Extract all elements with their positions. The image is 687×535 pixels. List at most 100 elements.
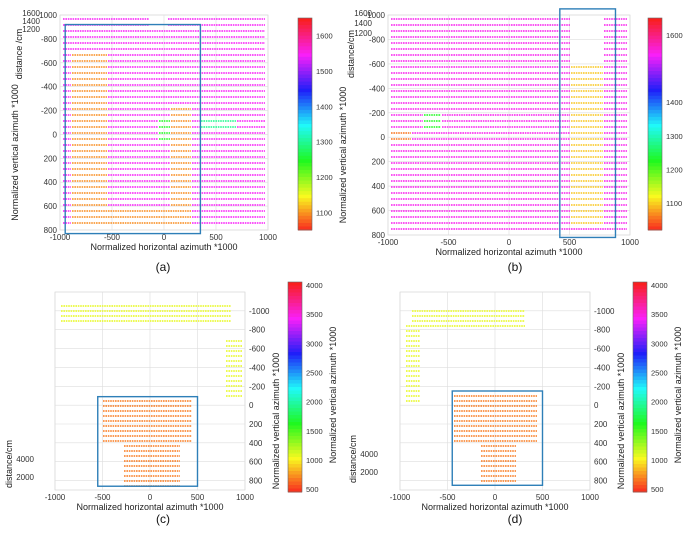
z-tick-label: 1600 [354,9,372,18]
colorbar-segment [298,191,312,196]
colorbar-segment [288,317,302,321]
colorbar-segment [633,362,647,367]
colorbar-segment [288,303,302,307]
colorbar-segment [633,446,647,451]
x-tick-label: 1000 [259,233,277,242]
colorbar-tick-label: 2000 [306,398,323,407]
colorbar-segment [288,331,302,335]
colorbar-segment [288,313,302,318]
colorbar-tick-label: 1400 [666,98,683,107]
colorbar-segment [648,71,662,76]
colorbar-segment [648,159,662,164]
colorbar-frame [287,281,303,493]
y-tick-label: 200 [372,158,386,167]
y-tick-label: 600 [594,458,608,467]
colorbar-segment [288,285,302,290]
colorbar-segment [633,306,647,311]
colorbar-segment [633,460,647,465]
y-tick-label: 800 [594,477,608,486]
colorbar-segment [298,49,312,54]
colorbar-tick-label: 1100 [316,208,332,217]
colorbar-segment [633,369,647,374]
colorbar-tick-label: 1400 [316,102,333,111]
colorbar-segment [633,296,647,300]
y-tick-label: 800 [44,226,58,235]
colorbar-segment [633,390,647,395]
colorbar-segment [298,92,312,97]
colorbar-segment [633,352,647,356]
y-axis-label: Normalized vertical azimuth *1000 [616,353,626,490]
colorbar-segment [648,131,662,136]
colorbar-segment [298,162,312,167]
colorbar-segment [648,109,662,114]
y-tick-label: -1000 [37,11,58,20]
y-tick-label: -1000 [594,307,615,316]
y-tick-label: 600 [44,202,58,211]
y-tick-label: 0 [381,133,386,142]
x-tick-label: -500 [439,493,456,502]
colorbar-segment [633,320,647,325]
colorbar-segment [648,28,662,33]
colorbar-segment [298,63,312,68]
y-tick-label: 200 [594,420,608,429]
colorbar-segment [648,78,662,83]
colorbar-segment [288,457,302,461]
colorbar-segment [288,464,302,468]
colorbar-segment [298,99,312,104]
colorbar-segment [298,145,312,150]
colorbar-tick-label: 1500 [651,427,668,436]
z-axis-label: distance /cm [14,29,24,80]
y-tick-label: -400 [594,363,611,372]
colorbar-tick-label: 1500 [316,67,333,76]
colorbar-segment [288,422,302,426]
colorbar-segment [288,292,302,297]
colorbar-segment [288,296,302,300]
colorbar-segment [288,369,302,374]
colorbar-segment [298,116,312,121]
colorbar-segment [288,348,302,353]
y-axis-label: Normalized vertical azimuth *1000 [10,84,20,221]
colorbar-segment [633,429,647,433]
y-tick-label: 600 [249,458,263,467]
colorbar-segment [288,383,302,388]
colorbar-segment [298,201,312,206]
colorbar-segment [288,352,302,356]
colorbar-segment [288,418,302,423]
colorbar-segment [298,208,312,213]
z-tick-label: 2000 [360,468,378,477]
colorbar-segment [288,439,302,444]
y-tick-label: 400 [372,182,386,191]
x-tick-label: -500 [94,493,111,502]
colorbar-segment [298,120,312,125]
panel-caption: (c) [156,512,170,526]
colorbar-segment [288,471,302,475]
colorbar-segment [648,99,662,104]
colorbar-segment [648,187,662,192]
colorbar-axis-label: Normalized vertical azimuth *1000 [328,327,338,464]
colorbar-segment [648,198,662,203]
colorbar-segment [288,338,302,342]
colorbar-segment [288,310,302,314]
colorbar-segment [288,341,302,346]
y-tick-label: -200 [594,382,611,391]
x-axis-label: Normalized horizontal azimuth *1000 [76,502,223,512]
x-tick-label: 0 [493,493,498,502]
colorbar-segment [648,32,662,37]
colorbar-segment [633,457,647,461]
colorbar-segment [648,53,662,58]
colorbar-segment [648,215,662,220]
colorbar-segment [288,460,302,465]
colorbar-segment [648,39,662,44]
z-axis-label: distance/cm [346,30,356,78]
y-tick-label: -800 [594,326,611,335]
y-tick-label: -800 [249,326,266,335]
colorbar-tick-label: 1100 [666,199,682,208]
colorbar-segment [298,46,312,51]
z-tick-label: 2000 [16,473,34,482]
colorbar-segment [298,81,312,86]
colorbar-segment [288,485,302,489]
colorbar-segment [648,106,662,111]
colorbar-segment [633,380,647,384]
colorbar-segment [298,194,312,199]
